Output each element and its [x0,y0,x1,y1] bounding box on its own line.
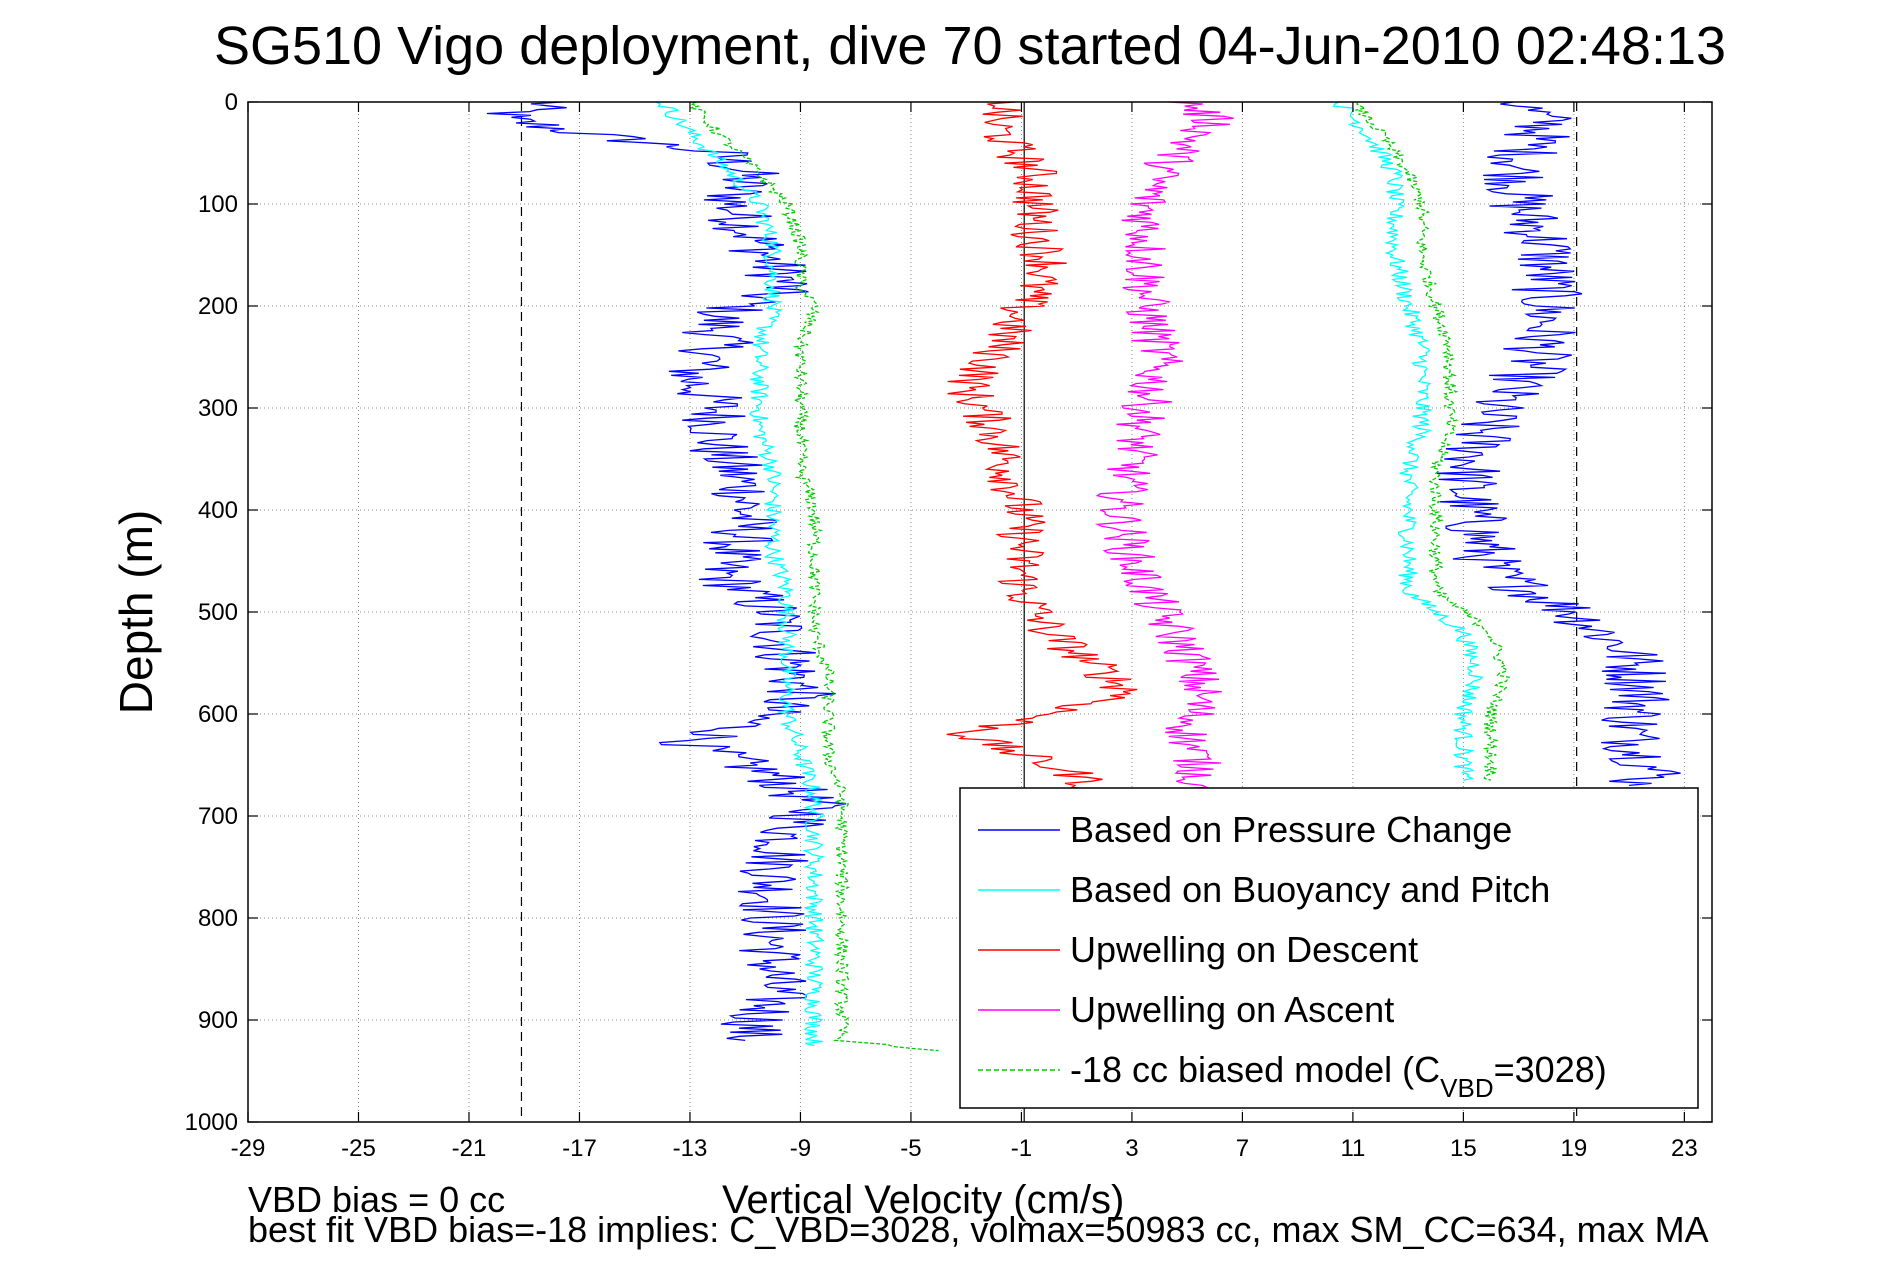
series-line-1-branch-0 [655,101,826,1047]
legend-label: Based on Pressure Change [1070,809,1512,850]
x-tick-label: 7 [1236,1135,1249,1162]
legend-label: Upwelling on Ascent [1070,989,1394,1030]
y-tick-label: 900 [198,1007,238,1034]
legend-label: Based on Buoyancy and Pitch [1070,869,1550,910]
y-tick-label: 200 [198,293,238,320]
vbd-bias-note: VBD bias = 0 cc [248,1179,506,1220]
y-axis-label: Depth (m) [110,510,162,714]
x-tick-label: 11 [1340,1135,1365,1162]
x-tick-label: -5 [900,1135,921,1162]
y-tick-label: 300 [198,395,238,422]
x-tick-label: -25 [341,1135,376,1162]
series-line-3-branch-0 [1094,101,1234,797]
y-tick-label: 1000 [185,1109,238,1136]
x-tick-label: -21 [452,1135,487,1162]
series-line-2-branch-0 [946,101,1138,797]
legend-box [959,787,1699,1109]
y-tick-label: 400 [198,497,238,524]
x-tick-label: 3 [1125,1135,1138,1162]
x-axis-label: Vertical Velocity (cm/s) [722,1178,1125,1222]
series-line-4-branch-0 [689,101,939,1052]
x-tick-label: 15 [1450,1135,1477,1162]
y-tick-label: 700 [198,803,238,830]
legend: Based on Pressure Change Based on Buoyanc… [959,787,1699,1109]
x-tick-label: 19 [1561,1135,1588,1162]
series-line-4-branch-1 [1355,101,1511,781]
x-tick-label: -9 [790,1135,811,1162]
y-tick-label: 800 [198,905,238,932]
series-line-1-branch-1 [1332,101,1484,781]
chart-title: SG510 Vigo deployment, dive 70 started 0… [214,16,1726,76]
x-tick-label: -13 [673,1135,708,1162]
y-tick-label: 100 [198,191,238,218]
x-tick-label: -17 [562,1135,597,1162]
x-tick-label: -1 [1011,1135,1032,1162]
x-tick-label: 23 [1671,1135,1698,1162]
y-tick-label: 500 [198,599,238,626]
x-tick-label: -29 [231,1135,266,1162]
series-line-0-branch-1 [1436,101,1681,787]
legend-label: Upwelling on Descent [1070,929,1418,970]
best-fit-note: best fit VBD bias=-18 implies: C_VBD=302… [248,1209,1709,1250]
y-tick-label: 600 [198,701,238,728]
y-tick-label: 0 [225,89,238,116]
